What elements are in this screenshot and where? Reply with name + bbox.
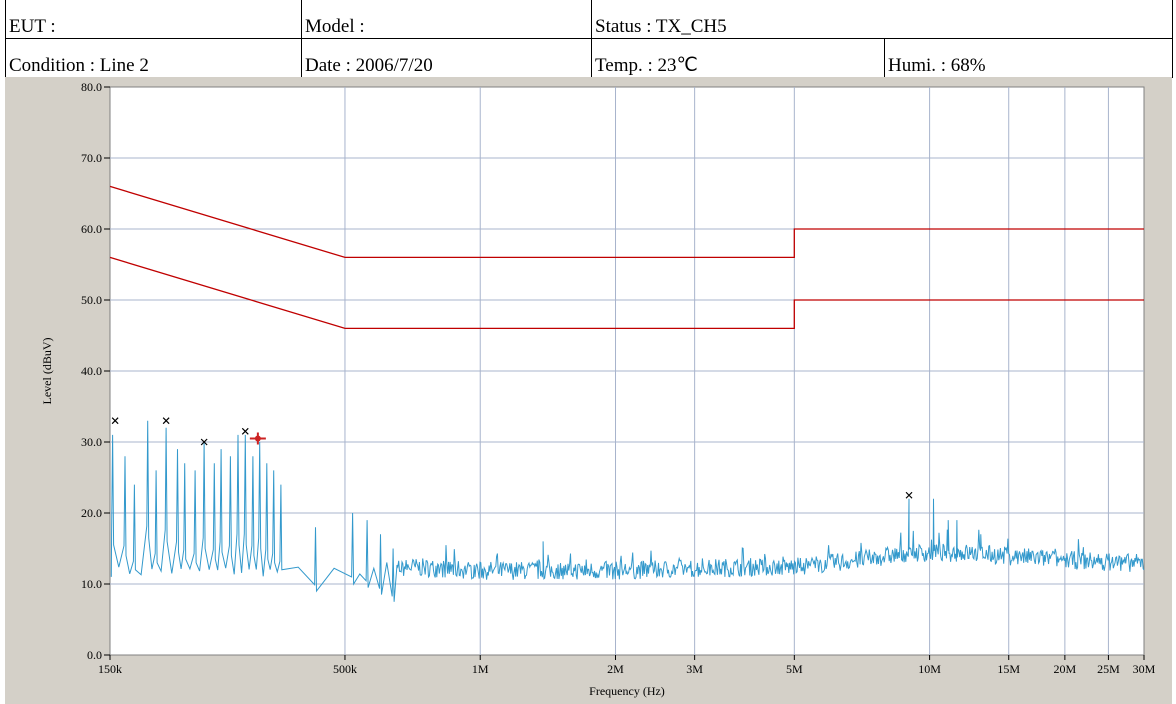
y-axis-label: Level (dBuV) [40, 338, 54, 405]
measurement-trace [110, 420, 1145, 602]
y-tick-label: 60.0 [81, 222, 102, 236]
y-tick-label: 30.0 [81, 435, 102, 449]
test-info-table: EUT : Model : Status : TX_CH5 Condition … [5, 0, 1174, 78]
emission-chart: 150k 500k 1M 2M 3M 5M 10M 15M 20M 25M 30M 0.0 10.0 2… [40, 80, 1156, 698]
date-cell: Date : 2006/7/20 [301, 38, 592, 78]
x-tick-label: 150k [98, 662, 122, 676]
y-tick-label: 20.0 [81, 506, 102, 520]
x-tick-label: 20M [1054, 662, 1077, 676]
temp-cell: Temp. : 23℃ [591, 38, 885, 78]
peak-marker [162, 417, 170, 425]
x-tick-label: 5M [786, 662, 803, 676]
y-tick-label: 80.0 [81, 80, 102, 94]
info-row-2: Condition : Line 2 Date : 2006/7/20 Temp… [5, 38, 1174, 78]
y-tick-label: 70.0 [81, 151, 102, 165]
x-tick-label: 10M [918, 662, 941, 676]
x-tick-label: 25M [1097, 662, 1120, 676]
highlight-marker-dot [254, 435, 261, 442]
peak-marker [905, 491, 913, 499]
x-tick-label: 15M [997, 662, 1020, 676]
x-tick-labels: 150k 500k 1M 2M 3M 5M 10M 15M 20M 25M 30M [98, 655, 1156, 676]
y-tick-label: 40.0 [81, 364, 102, 378]
marker-layer [111, 417, 913, 499]
limit-line [109, 256, 1144, 330]
trace-layer [110, 420, 1145, 602]
info-row-1: EUT : Model : Status : TX_CH5 [5, 0, 1174, 39]
x-axis-label: Frequency (Hz) [589, 684, 665, 698]
limit-line [109, 185, 1144, 259]
x-tick-label: 1M [472, 662, 489, 676]
peak-marker [111, 417, 119, 425]
y-tick-label: 0.0 [87, 648, 102, 662]
condition-cell: Condition : Line 2 [5, 38, 302, 78]
eut-cell: EUT : [5, 0, 302, 39]
y-tick-label: 50.0 [81, 293, 102, 307]
limit-layer [109, 185, 1144, 330]
x-tick-label: 3M [686, 662, 703, 676]
x-tick-label: 30M [1133, 662, 1156, 676]
y-tick-label: 10.0 [81, 577, 102, 591]
x-tick-label: 2M [607, 662, 624, 676]
model-cell: Model : [301, 0, 592, 39]
peak-marker [200, 438, 208, 446]
plot-frame: 150k 500k 1M 2M 3M 5M 10M 15M 20M 25M 30M 0.0 10.0 2… [5, 77, 1172, 704]
humi-cell: Humi. : 68% [883, 38, 1174, 78]
status-cell: Status : TX_CH5 [590, 0, 1174, 39]
x-tick-label: 500k [333, 662, 357, 676]
peak-marker [241, 427, 249, 435]
y-tick-labels: 0.0 10.0 20.0 30.0 40.0 50.0 60.0 70.0 80.0 [81, 80, 110, 662]
